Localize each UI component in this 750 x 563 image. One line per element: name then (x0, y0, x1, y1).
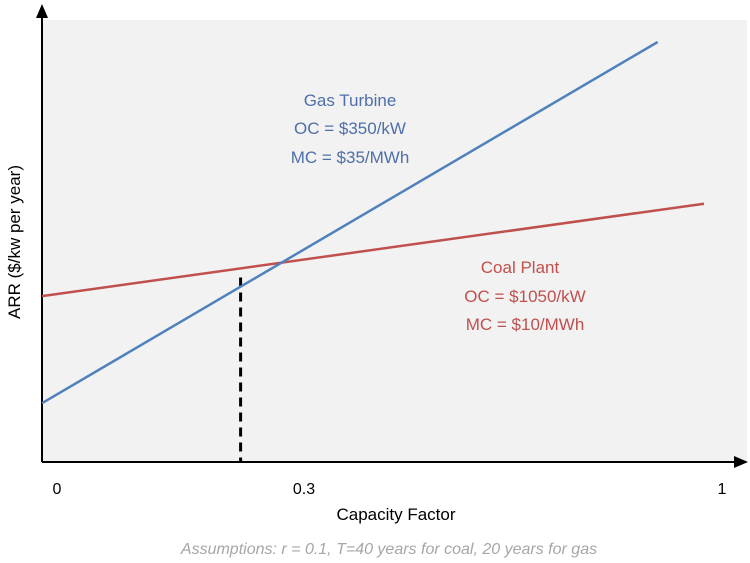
gas-annotation-mc: MC = $35/MWh (291, 148, 410, 167)
gas-annotation-oc: OC = $350/kW (294, 119, 406, 138)
coal-annotation-title: Coal Plant (481, 258, 560, 277)
x-tick-label: 0 (53, 481, 62, 498)
footnote: Assumptions: r = 0.1, T=40 years for coa… (180, 541, 597, 558)
x-tick-label: 0.3 (293, 481, 315, 498)
series-line-gas-turbine (41, 40, 659, 405)
coal-annotation-oc: OC = $1050/kW (464, 287, 585, 306)
gas-annotation-title: Gas Turbine (304, 91, 397, 110)
coal-annotation-mc: MC = $10/MWh (466, 315, 585, 334)
x-tick-label: 1 (718, 481, 727, 498)
plot-area (42, 20, 747, 462)
y-axis-arrow (36, 4, 48, 18)
x-axis-title: Capacity Factor (336, 505, 455, 524)
x-axis-arrow (734, 456, 748, 468)
series-line-coal-plant (41, 202, 705, 298)
y-axis-title: ARR ($/kw per year) (5, 165, 24, 319)
x-tick-labels: 0 0.3 1 (53, 481, 727, 498)
